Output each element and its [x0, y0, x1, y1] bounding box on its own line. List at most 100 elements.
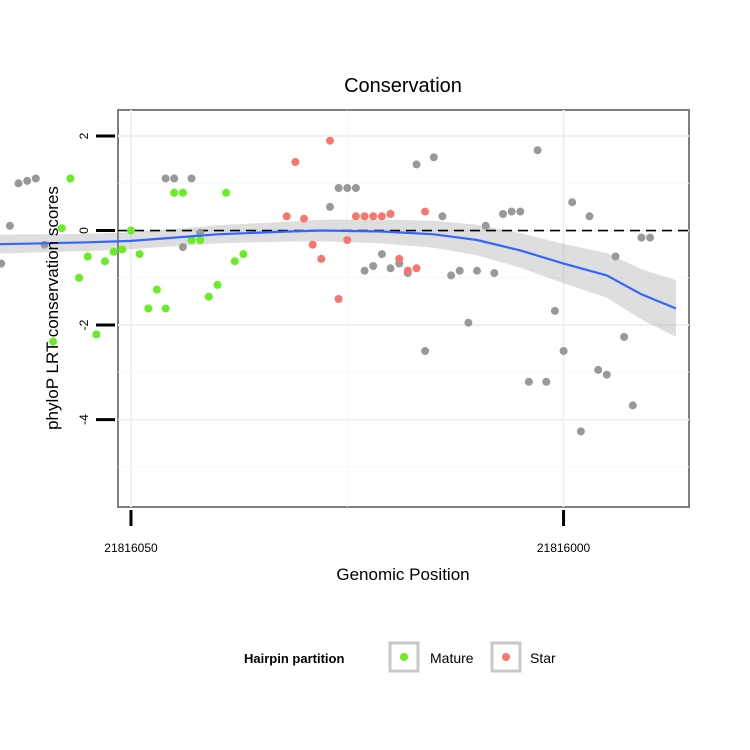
smooth-confidence-band: [0, 219, 676, 337]
data-point-mature: [66, 174, 75, 183]
y-axis-label: phyloP LRT conservation scores: [43, 186, 62, 430]
data-point-other: [481, 221, 490, 230]
data-point-star: [343, 236, 352, 244]
data-point-star: [291, 158, 300, 166]
data-point-other: [507, 207, 516, 216]
data-point-other: [187, 174, 196, 183]
data-point-mature: [92, 330, 101, 339]
data-point-mature: [127, 226, 135, 235]
data-point-other: [602, 370, 611, 379]
data-point-other: [550, 306, 559, 315]
data-point-mature: [118, 245, 127, 254]
data-point-other: [386, 264, 395, 273]
data-point-mature: [49, 337, 58, 346]
data-point-other: [628, 401, 637, 410]
data-point-star: [412, 264, 421, 273]
y-tick-label: 0: [77, 227, 91, 234]
data-point-other: [178, 243, 187, 252]
data-point-mature: [152, 285, 161, 294]
data-point-other: [360, 266, 369, 275]
data-point-other: [369, 262, 378, 270]
data-point-star: [351, 212, 360, 221]
data-point-other: [14, 179, 23, 188]
scatter-points: [0, 136, 655, 436]
data-point-star: [308, 240, 317, 249]
data-point-mature: [213, 280, 222, 289]
data-point-star: [386, 210, 395, 218]
data-point-mature: [101, 257, 109, 266]
data-point-other: [23, 176, 32, 185]
y-axis-ticks: 2 0 -2 -4: [77, 132, 115, 425]
legend-dot-mature: [400, 653, 408, 661]
data-point-other: [421, 347, 430, 355]
data-point-other: [161, 174, 170, 183]
data-point-other: [0, 259, 6, 268]
data-point-other: [490, 269, 499, 278]
data-point-star: [395, 254, 404, 263]
legend-label-mature: Mature: [430, 650, 474, 666]
data-point-mature: [135, 250, 144, 259]
data-point-mature: [230, 257, 239, 266]
data-point-other: [559, 347, 568, 355]
data-point-other: [455, 266, 464, 275]
data-point-other: [499, 210, 507, 218]
data-point-star: [282, 212, 291, 221]
data-point-mature: [239, 250, 248, 259]
data-point-mature: [170, 188, 179, 197]
grid-lines: [118, 110, 689, 507]
data-point-other: [637, 233, 646, 242]
legend-title: Hairpin partition: [244, 651, 344, 666]
legend-label-star: Star: [530, 650, 556, 666]
data-point-star: [334, 295, 343, 303]
data-point-star: [403, 266, 412, 275]
data-point-other: [542, 377, 551, 386]
data-point-other: [377, 250, 386, 259]
data-point-mature: [109, 247, 118, 256]
x-axis-ticks: 218161002181605021816000: [104, 510, 591, 555]
data-point-mature: [83, 252, 92, 261]
data-point-star: [360, 212, 369, 221]
data-point-other: [438, 212, 447, 221]
data-point-other: [31, 174, 40, 183]
data-point-mature: [75, 273, 84, 282]
data-point-other: [412, 160, 421, 169]
data-point-other: [585, 212, 594, 221]
data-point-star: [300, 214, 308, 223]
chart-title: Conservation: [344, 75, 462, 97]
data-point-other: [516, 207, 525, 216]
data-point-star: [369, 212, 378, 221]
data-point-mature: [144, 304, 153, 313]
data-point-other: [594, 365, 603, 374]
x-axis-label: Genomic Position: [336, 565, 469, 584]
data-point-mature: [196, 236, 205, 244]
data-point-star: [317, 254, 326, 263]
legend: Hairpin partition Mature Star: [244, 641, 556, 673]
x-tick-label: 21816000: [537, 541, 591, 555]
data-point-other: [576, 427, 585, 436]
data-point-other: [351, 184, 360, 192]
data-point-other: [533, 146, 542, 155]
data-point-star: [377, 212, 386, 221]
x-tick-label: 21816050: [104, 541, 158, 555]
plot-panel: [117, 109, 690, 508]
y-tick-label: -2: [77, 319, 91, 330]
data-point-mature: [57, 224, 66, 233]
data-point-other: [464, 318, 473, 327]
data-point-other: [568, 198, 577, 207]
smooth-trend-line: [0, 229, 677, 310]
data-point-other: [473, 266, 481, 275]
y-tick-label: -4: [77, 414, 91, 425]
data-point-other: [646, 233, 655, 242]
data-point-other: [5, 221, 14, 230]
y-tick-label: 2: [77, 132, 91, 139]
legend-dot-star: [502, 653, 510, 661]
data-point-star: [326, 136, 334, 145]
data-point-mature: [178, 188, 187, 197]
data-point-mature: [222, 188, 231, 197]
data-point-mature: [204, 292, 213, 301]
data-point-other: [524, 377, 533, 386]
data-point-other: [326, 202, 334, 211]
data-point-other: [620, 332, 629, 341]
data-point-mature: [161, 304, 170, 313]
